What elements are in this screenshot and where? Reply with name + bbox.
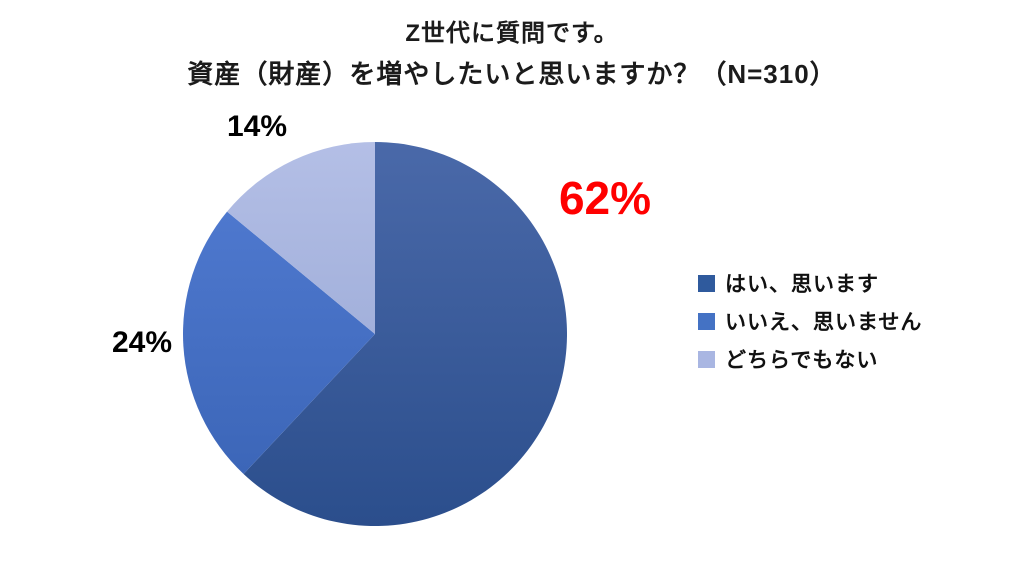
chart-title-line2: 資産（財産）を増やしたいと思いますか？（N=310） bbox=[187, 59, 837, 89]
legend-label: どちらでもない bbox=[725, 349, 879, 372]
pie-slice-1 bbox=[183, 211, 375, 474]
data-label-neither: 14% bbox=[226, 110, 288, 143]
legend-label: いいえ、思いません bbox=[725, 311, 923, 334]
chart-legend: はい、思います いいえ、思いません どちらでもない bbox=[698, 264, 922, 378]
legend-swatch-icon bbox=[698, 312, 715, 330]
chart-title: Z世代に質問です。 資産（財産）を増やしたいと思いますか？（N=310） bbox=[0, 20, 1024, 89]
data-label-no: 24% bbox=[111, 326, 173, 359]
legend-swatch-icon bbox=[698, 274, 715, 292]
pie-slice-2 bbox=[227, 142, 375, 334]
legend-item-yes: はい、思います bbox=[698, 264, 922, 302]
legend-label: はい、思います bbox=[725, 273, 879, 296]
pie-slice-0 bbox=[243, 142, 567, 526]
legend-swatch-icon bbox=[698, 350, 715, 368]
data-label-yes: 62% bbox=[558, 172, 652, 224]
pie-chart bbox=[183, 142, 567, 526]
chart-title-line1: Z世代に質問です。 bbox=[405, 20, 619, 47]
legend-item-no: いいえ、思いません bbox=[698, 302, 922, 340]
legend-item-neither: どちらでもない bbox=[698, 340, 922, 378]
